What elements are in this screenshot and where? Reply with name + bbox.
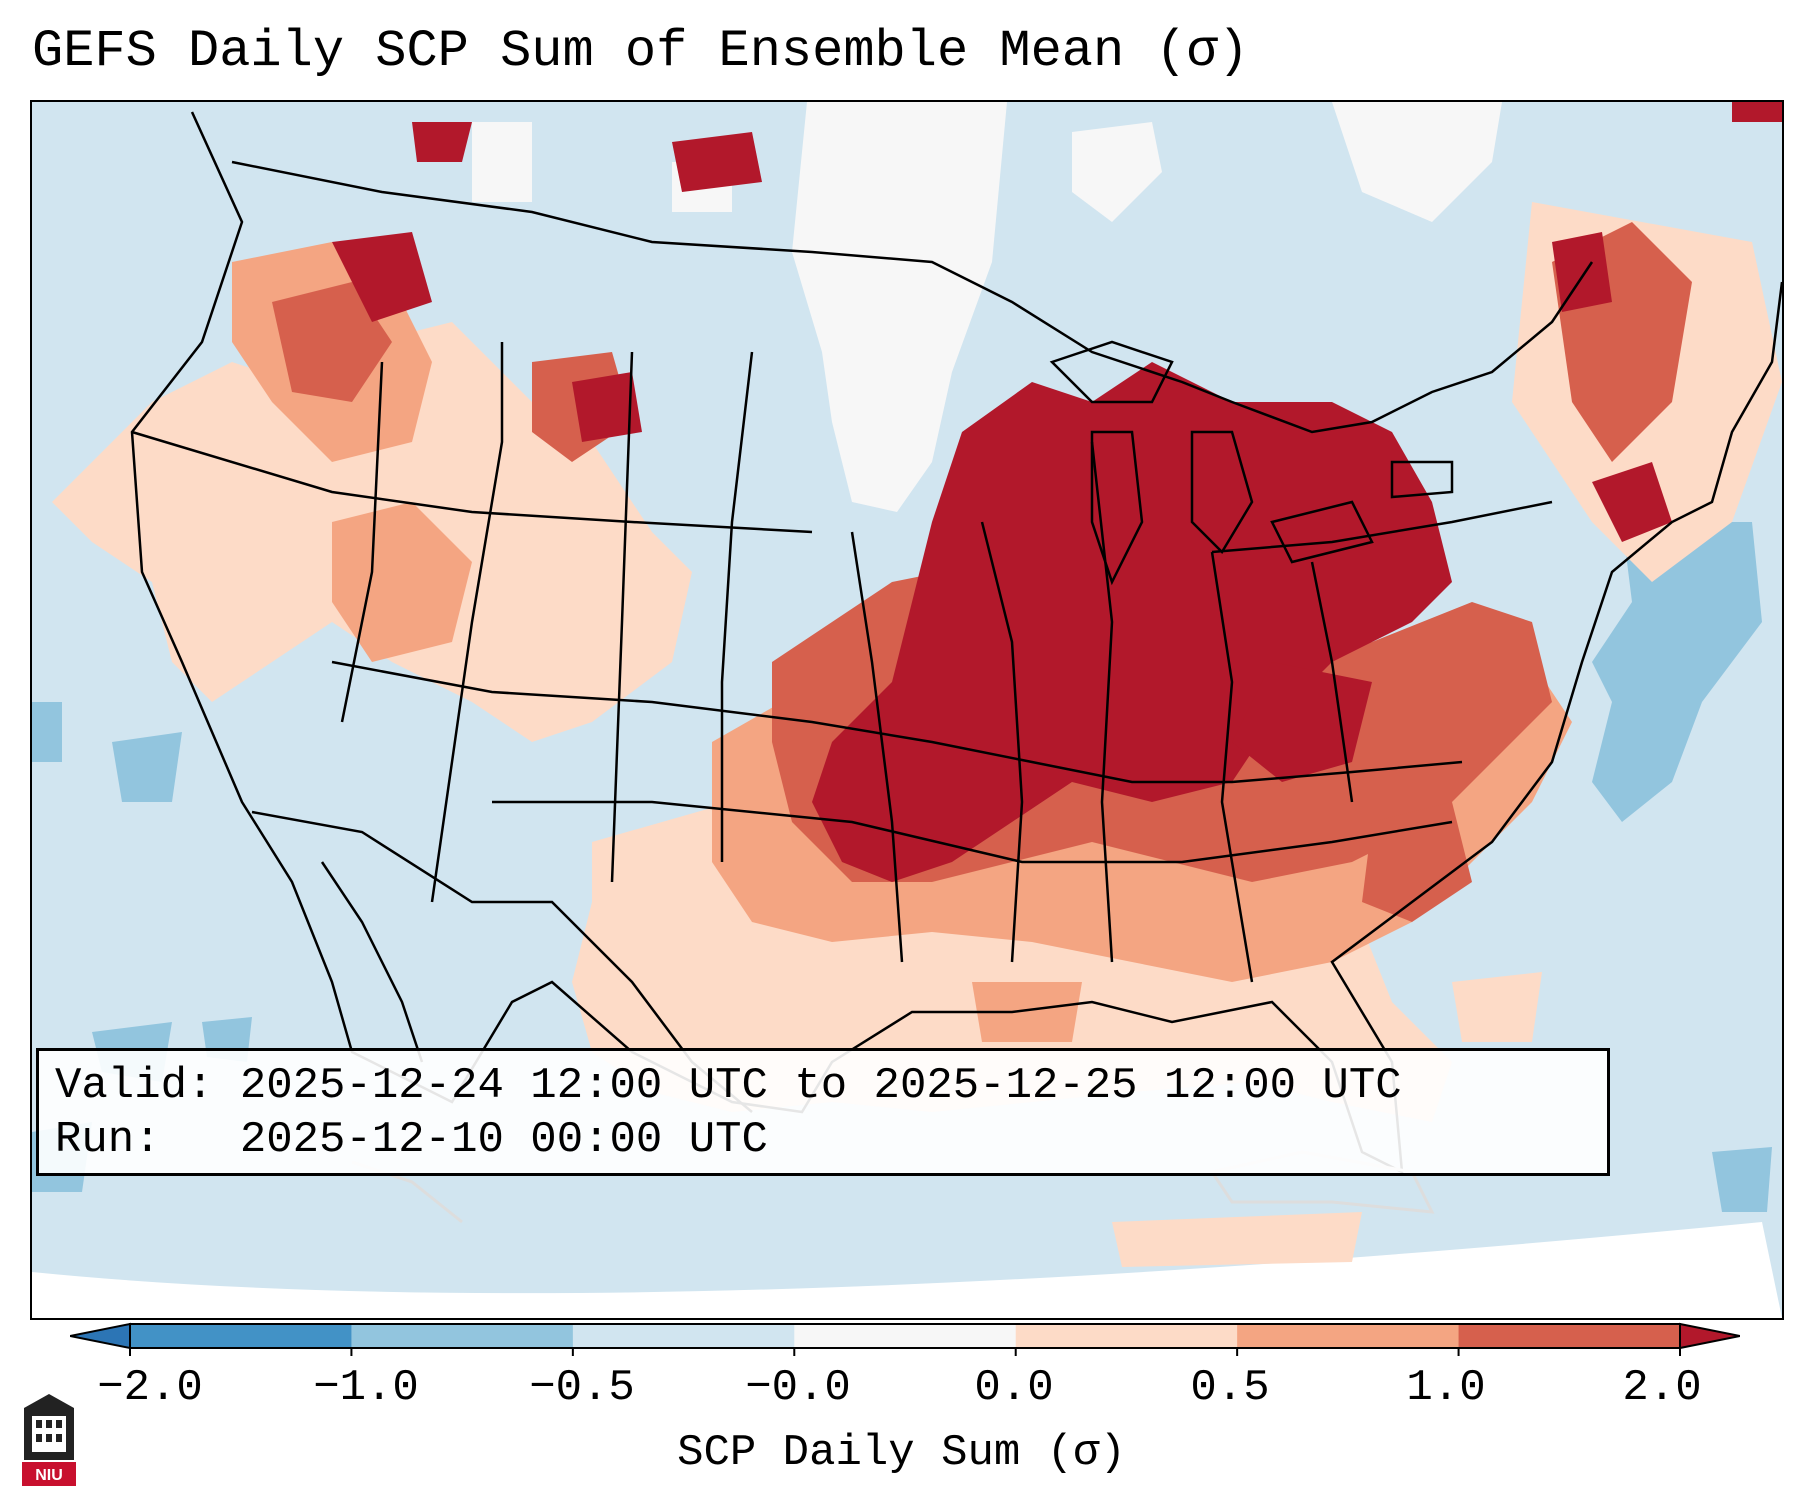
state-line-5 (131, 430, 813, 534)
near-zero-region (472, 102, 1502, 512)
colorbar-tick-label: −2.0 (97, 1363, 203, 1413)
colorbar-tick-label: 0.5 (1190, 1363, 1270, 1413)
validity-info-box: Valid: 2025-12-24 12:00 UTC to 2025-12-2… (36, 1048, 1610, 1176)
state-line-9 (980, 521, 1024, 963)
colorbar-segment (1237, 1324, 1460, 1348)
colorbar-segment (1015, 1324, 1238, 1348)
baja-coast (320, 861, 424, 1063)
state-line-13 (1211, 500, 1553, 554)
colorbar-tick-label: 1.0 (1406, 1363, 1486, 1413)
us-outline (130, 111, 1782, 1175)
colorbar (69, 1316, 1741, 1356)
colorbar-tick-label: 2.0 (1622, 1363, 1702, 1413)
colorbar-extend-high (1679, 1322, 1741, 1350)
state-line-6 (331, 660, 1463, 784)
state-line-3 (610, 351, 634, 883)
valid-value: 2025-12-24 12:00 UTC to 2025-12-25 12:00… (239, 1061, 1402, 1111)
colorbar-segment (1458, 1324, 1681, 1348)
colorbar-title: SCP Daily Sum (σ) (677, 1428, 1126, 1478)
map-borders (130, 111, 1782, 1175)
great-lakes (1049, 340, 1454, 586)
colorbar-tick-label: 0.0 (974, 1363, 1054, 1413)
state-line-7 (492, 800, 1453, 864)
state-line-10 (1090, 441, 1114, 963)
state-line-11 (1210, 551, 1254, 983)
domain-edge (32, 1222, 1782, 1318)
run-value: 2025-12-10 00:00 UTC (239, 1115, 768, 1165)
colorbar-segment (130, 1324, 352, 1348)
niu-logo-icon: NIU (22, 1394, 76, 1486)
valid-label: Valid: (55, 1061, 214, 1111)
run-label: Run: (55, 1115, 161, 1165)
state-line-4 (720, 351, 754, 862)
logo-text: NIU (35, 1467, 63, 1484)
colorbar-svg (69, 1322, 1741, 1356)
canada-border (231, 160, 1594, 434)
colorbar-tick-label: −0.5 (529, 1363, 635, 1413)
very-strong-positive-region (332, 102, 1782, 882)
map-title: GEFS Daily SCP Sum of Ensemble Mean (σ) (32, 22, 1249, 81)
colorbar-extend-low (69, 1322, 131, 1350)
state-line-8 (850, 531, 904, 963)
colorbar-segment (794, 1324, 1017, 1348)
state-line-2 (430, 342, 504, 903)
state-line-1 (340, 361, 384, 723)
colorbar-border (129, 1323, 1681, 1349)
niu-logo: NIU (20, 1390, 78, 1490)
colorbar-segment (351, 1324, 574, 1348)
colorbar-segment (572, 1324, 795, 1348)
colorbar-tick-label: −0.0 (745, 1363, 851, 1413)
colorbar-tick-label: −1.0 (313, 1363, 419, 1413)
state-line-12 (1310, 561, 1354, 803)
